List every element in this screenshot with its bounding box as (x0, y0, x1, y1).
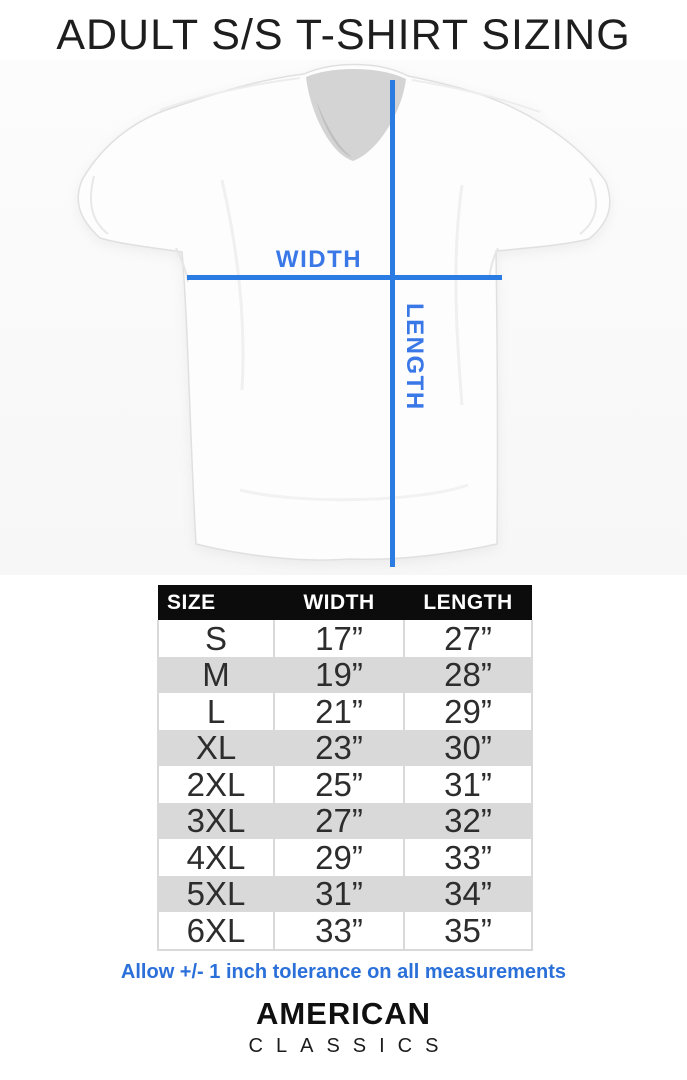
length-cell: 27” (403, 620, 533, 657)
length-cell: 33” (403, 839, 533, 876)
table-row: 2XL 25” 31” (157, 766, 533, 803)
length-cell: 31” (403, 766, 533, 803)
page-title: ADULT S/S T-SHIRT SIZING (56, 11, 631, 59)
width-label: WIDTH (275, 246, 363, 273)
table-row: 3XL 27” 32” (157, 802, 533, 839)
width-cell: 21” (273, 693, 405, 730)
header-length: LENGTH (404, 585, 532, 620)
table-row: 5XL 31” 34” (157, 875, 533, 912)
length-cell: 30” (403, 729, 533, 766)
header-size: SIZE (158, 585, 274, 620)
table-row: L 21” 29” (157, 693, 533, 730)
brand-logo: AMERICAN CLASSICS (0, 996, 687, 1058)
width-cell: 31” (273, 875, 405, 912)
length-cell: 29” (403, 693, 533, 730)
size-cell: 4XL (157, 839, 275, 876)
length-cell: 35” (403, 912, 533, 951)
size-cell: S (157, 620, 275, 657)
table-header-row: SIZE WIDTH LENGTH (158, 585, 532, 620)
length-measure-line (390, 80, 395, 567)
width-cell: 23” (273, 729, 405, 766)
size-table-body: S 17” 27” M 19” 28” L 21” 29” XL 23” 30” 2XL 25” 31” 3X… (157, 620, 533, 951)
table-row: 4XL 29” 33” (157, 839, 533, 876)
width-cell: 19” (273, 656, 405, 693)
size-cell: XL (157, 729, 275, 766)
size-table: SIZE WIDTH LENGTH S 17” 27” M 19” 28” L 21” 29” X… (157, 585, 533, 951)
tshirt-graphic (77, 63, 611, 561)
table-row: XL 23” 30” (157, 729, 533, 766)
width-measure-line (187, 275, 502, 280)
table-row: M 19” 28” (157, 656, 533, 693)
size-cell: 6XL (157, 912, 275, 951)
size-cell: 2XL (157, 766, 275, 803)
size-cell: 3XL (157, 802, 275, 839)
length-cell: 34” (403, 875, 533, 912)
width-cell: 29” (273, 839, 405, 876)
header-width: WIDTH (274, 585, 404, 620)
tshirt-photo: WIDTH LENGTH (0, 60, 687, 575)
size-cell: M (157, 656, 275, 693)
width-cell: 17” (273, 620, 405, 657)
length-cell: 28” (403, 656, 533, 693)
width-cell: 25” (273, 766, 405, 803)
tolerance-note: Allow +/- 1 inch tolerance on all measur… (120, 961, 567, 983)
table-row: 6XL 33” 35” (157, 912, 533, 951)
length-label: LENGTH (401, 303, 428, 411)
width-cell: 33” (273, 912, 405, 951)
brand-name-primary: AMERICAN (255, 996, 432, 1031)
length-cell: 32” (403, 802, 533, 839)
size-cell: 5XL (157, 875, 275, 912)
size-cell: L (157, 693, 275, 730)
width-cell: 27” (273, 802, 405, 839)
table-row: S 17” 27” (157, 620, 533, 657)
brand-name-secondary: CLASSICS (248, 1035, 452, 1057)
